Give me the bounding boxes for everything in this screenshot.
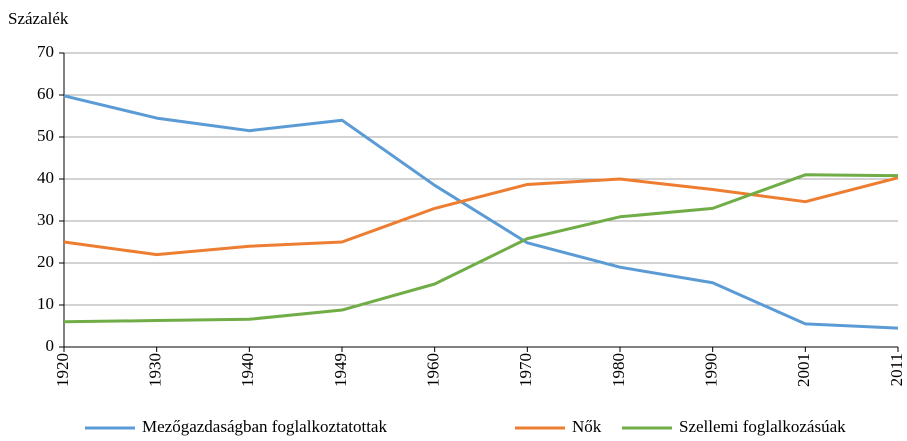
x-tick-label: 2011 [887, 353, 906, 386]
series-line [63, 176, 899, 257]
x-tick-label: 2001 [794, 353, 813, 387]
legend-label: Mezőgazdaságban foglalkoztatottak [142, 417, 387, 436]
x-tick-label: 1970 [516, 353, 535, 387]
y-tick-label: 50 [37, 126, 54, 145]
series-line [63, 173, 899, 324]
y-tick-label: 10 [37, 294, 54, 313]
legend-label: Szellemi foglalkozásúak [679, 417, 846, 436]
y-tick-label: 0 [46, 336, 55, 355]
y-tick-label: 40 [37, 168, 54, 187]
y-axis-label: Százalék [8, 9, 69, 28]
x-tick-label: 1980 [609, 353, 628, 387]
x-tick-label: 1949 [331, 353, 350, 387]
series-line [63, 94, 899, 330]
x-tick-label: 1930 [146, 353, 165, 387]
x-tick-label: 1960 [424, 353, 443, 387]
legend-label: Nők [572, 417, 602, 436]
y-tick-label: 60 [37, 84, 54, 103]
y-tick-label: 70 [37, 42, 54, 61]
y-tick-label: 30 [37, 210, 54, 229]
x-tick-label: 1920 [53, 353, 72, 387]
x-tick-label: 1990 [702, 353, 721, 387]
x-tick-label: 1940 [238, 353, 257, 387]
y-tick-label: 20 [37, 252, 54, 271]
